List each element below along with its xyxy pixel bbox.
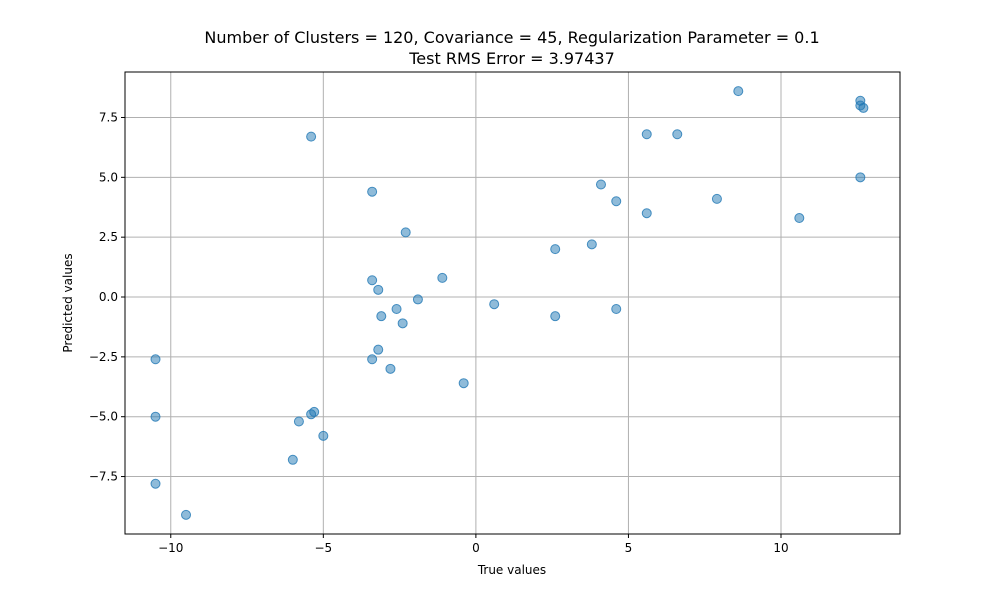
x-axis-ticks: −10 −5 0 5 10 (158, 534, 789, 555)
scatter-point (711, 193, 722, 204)
scatter-point (611, 196, 622, 207)
scatter-point (855, 172, 866, 183)
scatter-point (412, 294, 423, 305)
chart-title: Number of Clusters = 120, Covariance = 4… (204, 28, 819, 47)
scatter-point (373, 344, 384, 355)
scatter-point (641, 208, 652, 219)
scatter-point (391, 303, 402, 314)
scatter-point (150, 478, 161, 489)
scatter-point (306, 131, 317, 142)
scatter-point (376, 311, 387, 322)
scatter-point (641, 129, 652, 140)
y-tick-label: −5.0 (89, 410, 118, 424)
scatter-point (437, 272, 448, 283)
scatter-point (733, 86, 744, 97)
x-tick-label: −10 (158, 541, 183, 555)
scatter-point (672, 129, 683, 140)
scatter-point (293, 416, 304, 427)
y-tick-label: −2.5 (89, 350, 118, 364)
scatter-point (550, 244, 561, 255)
scatter-point (586, 239, 597, 250)
grid (125, 72, 900, 534)
scatter-point (367, 354, 378, 365)
plot-background (125, 72, 900, 534)
scatter-point (611, 303, 622, 314)
plot-frame (124, 71, 901, 535)
y-axis-ticks: −7.5 −5.0 −2.5 0.0 2.5 5.0 7.5 (89, 110, 125, 484)
y-tick-label: 0.0 (99, 290, 118, 304)
scatter-point (385, 363, 396, 374)
scatter-point (400, 227, 411, 238)
scatter-point (150, 411, 161, 422)
y-tick-label: −7.5 (89, 470, 118, 484)
scatter-point (309, 406, 320, 417)
scatter-point (458, 378, 469, 389)
y-axis-label: Predicted values (61, 253, 75, 352)
scatter-point (550, 311, 561, 322)
scatter-point (858, 102, 869, 113)
scatter-point (367, 275, 378, 286)
y-tick-label: 7.5 (99, 110, 118, 124)
y-tick-label: 5.0 (99, 170, 118, 184)
scatter-point (794, 213, 805, 224)
scatter-point (595, 179, 606, 190)
data-points (150, 86, 869, 520)
scatter-point (287, 454, 298, 465)
scatter-point (373, 284, 384, 295)
scatter-point (489, 299, 500, 310)
x-axis-label: True values (477, 563, 546, 577)
x-tick-label: 0 (472, 541, 480, 555)
chart-subtitle: Test RMS Error = 3.97437 (408, 49, 615, 68)
scatter-point (367, 186, 378, 197)
x-tick-label: 10 (773, 541, 788, 555)
scatter-point (397, 318, 408, 329)
scatter-point (318, 430, 329, 441)
x-tick-label: −5 (314, 541, 332, 555)
scatter-point (150, 354, 161, 365)
x-tick-label: 5 (625, 541, 633, 555)
y-tick-label: 2.5 (99, 230, 118, 244)
scatter-point (181, 509, 192, 520)
